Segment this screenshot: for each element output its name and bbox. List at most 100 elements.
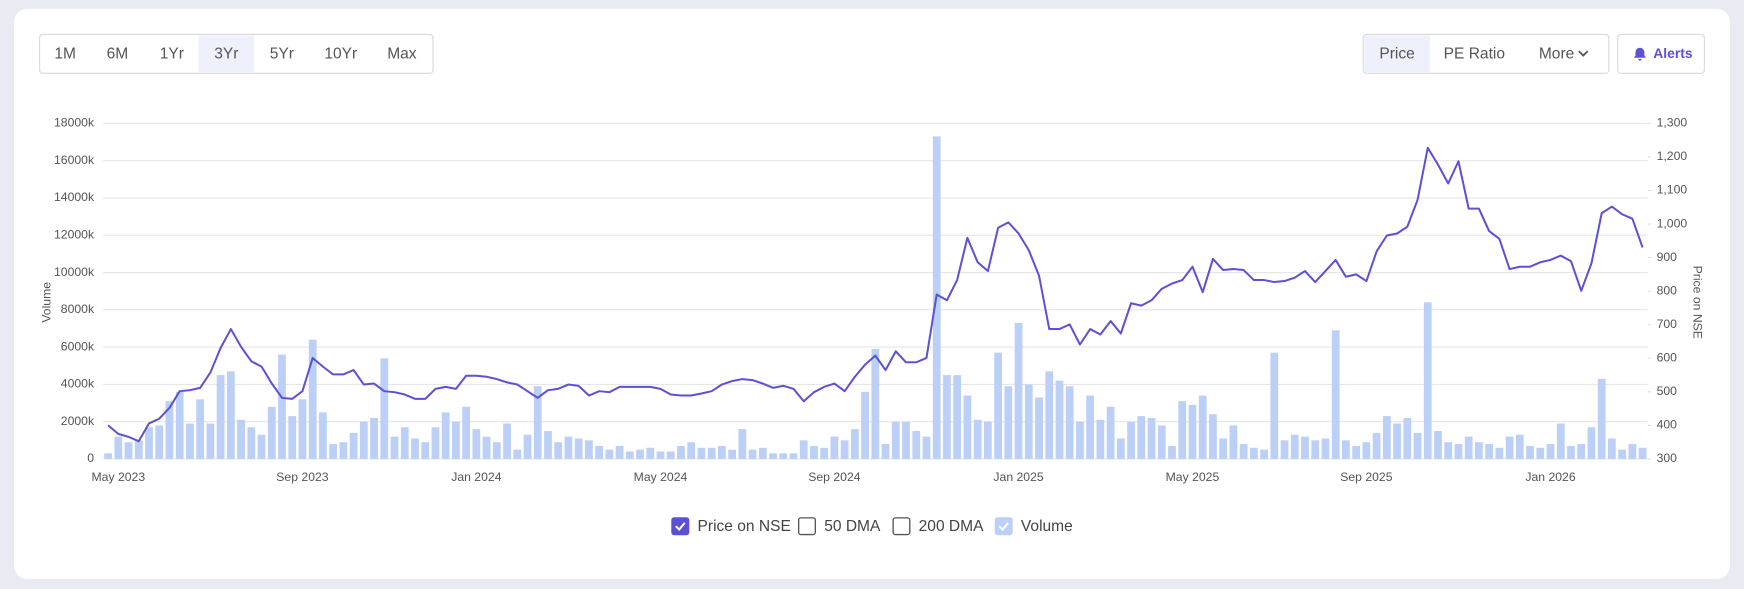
range-label[interactable]: 6M [107,46,129,63]
range-button[interactable]: Max [387,46,417,63]
range-label[interactable]: 1M [54,46,76,63]
legend-item[interactable]: Volume [994,517,1073,536]
legend-checkbox[interactable] [797,517,816,536]
legend-item[interactable]: 200 DMA [892,517,984,536]
range-label[interactable]: 5Yr [270,46,294,63]
chevron-icon [1578,50,1589,57]
x-tick-label: May 2024 [634,470,688,484]
legend-label[interactable]: Volume [1021,518,1073,535]
y2-tick-label: 500 [1657,384,1678,398]
volume-bar [1260,449,1268,459]
volume-bar [1434,431,1442,459]
volume-bar [278,354,286,459]
legend-label[interactable]: 50 DMA [824,518,881,535]
volume-bar [1413,432,1422,459]
legend-item[interactable]: Price on NSE [671,517,791,536]
volume-bar [1198,395,1207,459]
volume-bar [359,421,368,459]
volume-bar [656,451,665,459]
volume-bar [421,442,430,459]
volume-bar [881,444,890,459]
volume-bar [400,427,409,459]
volume-bar [953,375,962,459]
volume-bar [1485,444,1494,459]
alerts-box[interactable] [1617,33,1705,74]
volume-bar [1454,444,1463,459]
view-group [1362,33,1610,74]
volume-bar [850,429,859,459]
y2-tick-label: 900 [1657,250,1678,264]
volume-bar [1515,434,1524,459]
view-label[interactable]: PE Ratio [1444,46,1505,63]
volume-bar [1014,322,1023,459]
volume-bar [1393,423,1401,459]
volume-bar [615,445,624,459]
volume-bar [820,447,829,459]
range-label[interactable]: 10Yr [324,46,357,63]
view-label[interactable]: Price [1379,46,1414,63]
y2-tick-label: 1,100 [1657,183,1688,197]
volume-bar [1536,447,1545,459]
volume-bar [492,442,501,459]
alerts-button[interactable]: Alerts [1617,33,1705,74]
y2-tick-label: 800 [1657,283,1678,297]
volume-bar [677,445,685,459]
volume-bar [1209,414,1217,459]
range-label[interactable]: 3Yr [214,46,238,63]
card [14,8,1730,579]
x-tick-label: Jan 2026 [1525,470,1575,484]
view-button[interactable]: Price [1364,35,1430,73]
volume-bar [247,427,256,459]
y2-tick-label: 700 [1657,317,1678,331]
legend-checkbox[interactable] [994,517,1013,536]
volume-bar [595,445,604,459]
volume-bar [1362,442,1371,459]
volume-bar [1546,444,1555,459]
volume-bar [452,421,460,459]
volume-bar [717,445,726,459]
volume-bar [994,352,1002,459]
volume-bar [1618,449,1627,459]
view-button[interactable]: PE Ratio [1444,46,1505,63]
range-button[interactable]: 3Yr [198,35,255,73]
volume-bar [1035,397,1043,459]
range-button[interactable]: 6M [107,46,129,63]
volume-bar [1004,386,1013,459]
volume-bar [186,423,194,459]
view-label[interactable]: More [1539,46,1574,63]
bell-icon [1633,47,1647,61]
legend-label[interactable]: Price on NSE [698,518,791,535]
range-button[interactable]: 10Yr [324,46,357,63]
volume-bar [1086,395,1095,459]
legend-label[interactable]: 200 DMA [919,518,984,535]
volume-bar [1076,421,1084,459]
volume-bar [441,412,450,459]
volume-bar [114,436,123,459]
range-active-bg [198,35,255,73]
volume-bar [1444,442,1453,459]
volume-bar [1168,445,1176,459]
volume-bar [523,434,532,459]
volume-bar [728,449,737,459]
volume-bar [1577,444,1586,459]
range-label[interactable]: Max [387,46,417,63]
legend-checkbox[interactable] [671,517,690,536]
y-tick-label: 18000k [54,116,95,130]
view-button[interactable]: More [1539,46,1589,63]
volume-bar [145,427,153,459]
volume-bar [625,451,634,459]
y-tick-label: 16000k [54,153,95,167]
range-button[interactable]: 5Yr [270,46,294,63]
legend-item[interactable]: 50 DMA [797,517,881,536]
alerts-label[interactable]: Alerts [1653,45,1693,61]
range-button[interactable]: 1Yr [160,46,184,63]
legend-checkbox[interactable] [892,517,911,536]
volume-bar [861,391,869,459]
range-label[interactable]: 1Yr [160,46,184,63]
volume-bar [237,419,245,459]
volume-bar [1495,447,1504,459]
range-button[interactable]: 1M [54,46,76,63]
volume-bar [758,447,767,459]
